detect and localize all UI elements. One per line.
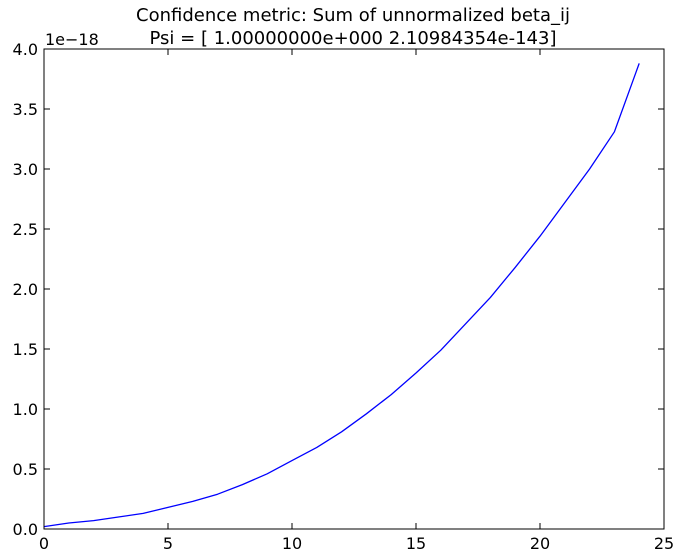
chart-title-line-1: Confidence metric: Sum of unnormalized b…: [136, 5, 570, 26]
y-tick-label: 0.5: [13, 460, 38, 479]
x-tick-label: 15: [406, 534, 426, 553]
x-tick-label: 5: [163, 534, 173, 553]
y-tick-label: 3.0: [13, 160, 38, 179]
y-tick-label: 4.0: [13, 40, 38, 59]
y-tick-label: 1.0: [13, 400, 38, 419]
series-line: [43, 63, 640, 528]
x-tick-label: 25: [654, 534, 674, 553]
series-layer: [43, 63, 640, 528]
y-tick-label: 2.0: [13, 280, 38, 299]
chart-title-line-2: Psi = [ 1.00000000e+000 2.10984354e-143]: [150, 28, 557, 49]
y-tick-label: 0.0: [13, 520, 38, 539]
plot-frame: [43, 48, 665, 530]
x-tick-label: 20: [530, 534, 550, 553]
x-tick-label: 0: [39, 534, 49, 553]
y-tick-label: 2.5: [13, 220, 38, 239]
y-axis-offset-label: 1e−18: [45, 30, 99, 49]
axis-ticks: 0 5 10 15 20 25 0.0 0.5 1.0 1.5 2.0 2.5 3.0 3.5 4.0: [13, 40, 675, 553]
x-tick-label: 10: [282, 534, 302, 553]
y-tick-label: 1.5: [13, 340, 38, 359]
y-tick-label: 3.5: [13, 100, 38, 119]
